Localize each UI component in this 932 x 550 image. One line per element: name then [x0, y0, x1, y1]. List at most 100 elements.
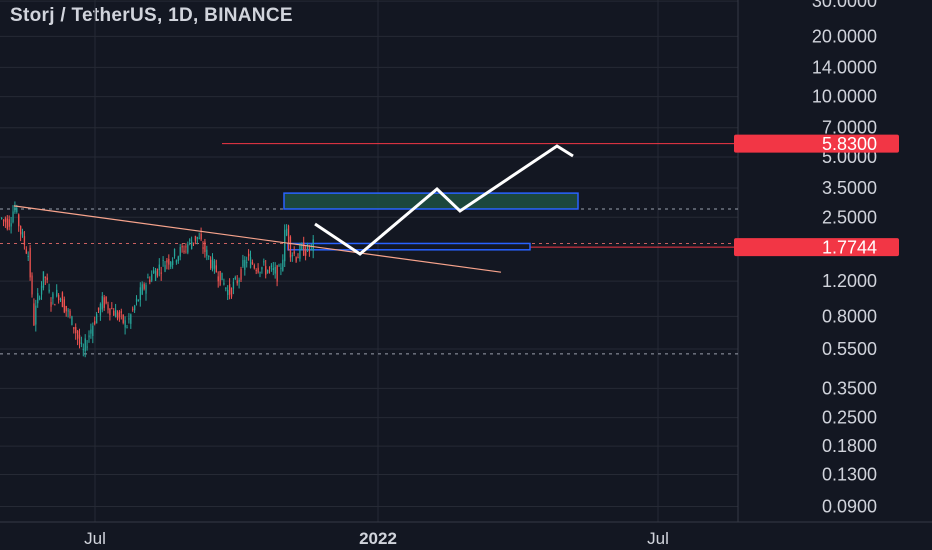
y-tick-label: 20.0000: [812, 26, 877, 46]
candle-body: [52, 293, 54, 299]
candle-body: [18, 214, 20, 227]
candle-body: [80, 342, 83, 345]
candle-body: [58, 295, 60, 301]
y-tick-label: 0.1800: [822, 436, 877, 456]
candle: [65, 305, 67, 317]
candle-body: [92, 325, 94, 336]
candle: [263, 258, 265, 266]
y-tick-label: 0.2500: [822, 408, 877, 428]
candle-body: [278, 265, 280, 267]
candle-body: [287, 225, 290, 245]
candle: [27, 251, 29, 262]
trendline: [13, 205, 502, 273]
candle-body: [181, 246, 183, 248]
candle-body: [289, 236, 292, 258]
candle: [63, 296, 65, 314]
candle-body: [42, 271, 45, 288]
candle-body: [305, 249, 307, 256]
candle: [143, 282, 145, 291]
candle-body: [103, 297, 105, 308]
candle-body: [149, 279, 151, 283]
candle-body: [270, 265, 273, 268]
candle: [158, 258, 160, 277]
candle-body: [299, 245, 301, 259]
y-tick-label: 0.3500: [822, 378, 877, 398]
candle-body: [141, 284, 143, 295]
candle-body: [126, 327, 128, 329]
candle-body: [261, 267, 263, 270]
chart-title: Storj / TetherUS, 1D, BINANCE: [10, 5, 293, 26]
candle: [73, 326, 75, 334]
candle: [257, 263, 259, 274]
candle: [14, 201, 16, 214]
candle: [21, 228, 24, 238]
candle: [99, 302, 102, 321]
candle: [291, 252, 293, 262]
candle: [289, 235, 292, 262]
candle-body: [99, 303, 102, 316]
candle-body: [113, 310, 115, 316]
candle-body: [151, 274, 153, 281]
candle-body: [286, 228, 288, 236]
candle: [139, 282, 141, 307]
candle-body: [291, 255, 293, 257]
candle-body: [158, 264, 160, 271]
candle: [8, 215, 10, 231]
candle-body: [40, 285, 43, 295]
candle-body: [1, 217, 3, 219]
candle-body: [225, 287, 227, 289]
candle-body: [46, 277, 48, 280]
candle: [97, 307, 100, 313]
candle-body: [164, 265, 166, 272]
candle: [113, 308, 115, 316]
candle: [217, 271, 219, 288]
candle: [153, 266, 155, 274]
candle-body: [257, 267, 259, 273]
candle-body: [153, 270, 155, 274]
candle: [115, 303, 117, 318]
candle-body: [198, 237, 200, 239]
candle: [183, 245, 185, 254]
candle: [166, 258, 168, 270]
candle-body: [139, 287, 141, 300]
candle: [90, 323, 92, 339]
candle: [96, 311, 98, 324]
candle: [154, 267, 157, 281]
candle-body: [308, 250, 311, 252]
candle-body: [215, 265, 217, 273]
candle: [191, 236, 193, 250]
candle-body: [75, 327, 77, 334]
candle-body: [4, 218, 7, 223]
candle-body: [69, 310, 71, 316]
candle: [303, 236, 305, 256]
candle: [229, 278, 231, 300]
candle-body: [67, 310, 69, 312]
candle-body: [282, 259, 284, 271]
candle-body: [191, 241, 193, 250]
candle: [185, 243, 187, 254]
candle: [274, 262, 276, 279]
candle: [50, 297, 52, 312]
y-tick-label: 14.0000: [812, 57, 877, 77]
candle-body: [61, 292, 64, 308]
candle-body: [272, 268, 274, 270]
candle: [151, 270, 153, 283]
candle: [23, 231, 26, 250]
candle: [177, 255, 179, 264]
candle-body: [160, 272, 162, 274]
y-tick-label: 30.0000: [812, 0, 877, 11]
candle: [259, 271, 261, 278]
candle-body: [137, 299, 140, 301]
candle-body: [185, 246, 187, 248]
candle-body: [12, 211, 14, 223]
candle: [267, 269, 269, 274]
candle-body: [111, 308, 113, 310]
candle: [225, 287, 227, 292]
candle: [192, 242, 195, 247]
candle-body: [147, 277, 149, 279]
candle: [128, 313, 130, 324]
candle: [10, 216, 12, 234]
candle-body: [202, 247, 204, 249]
